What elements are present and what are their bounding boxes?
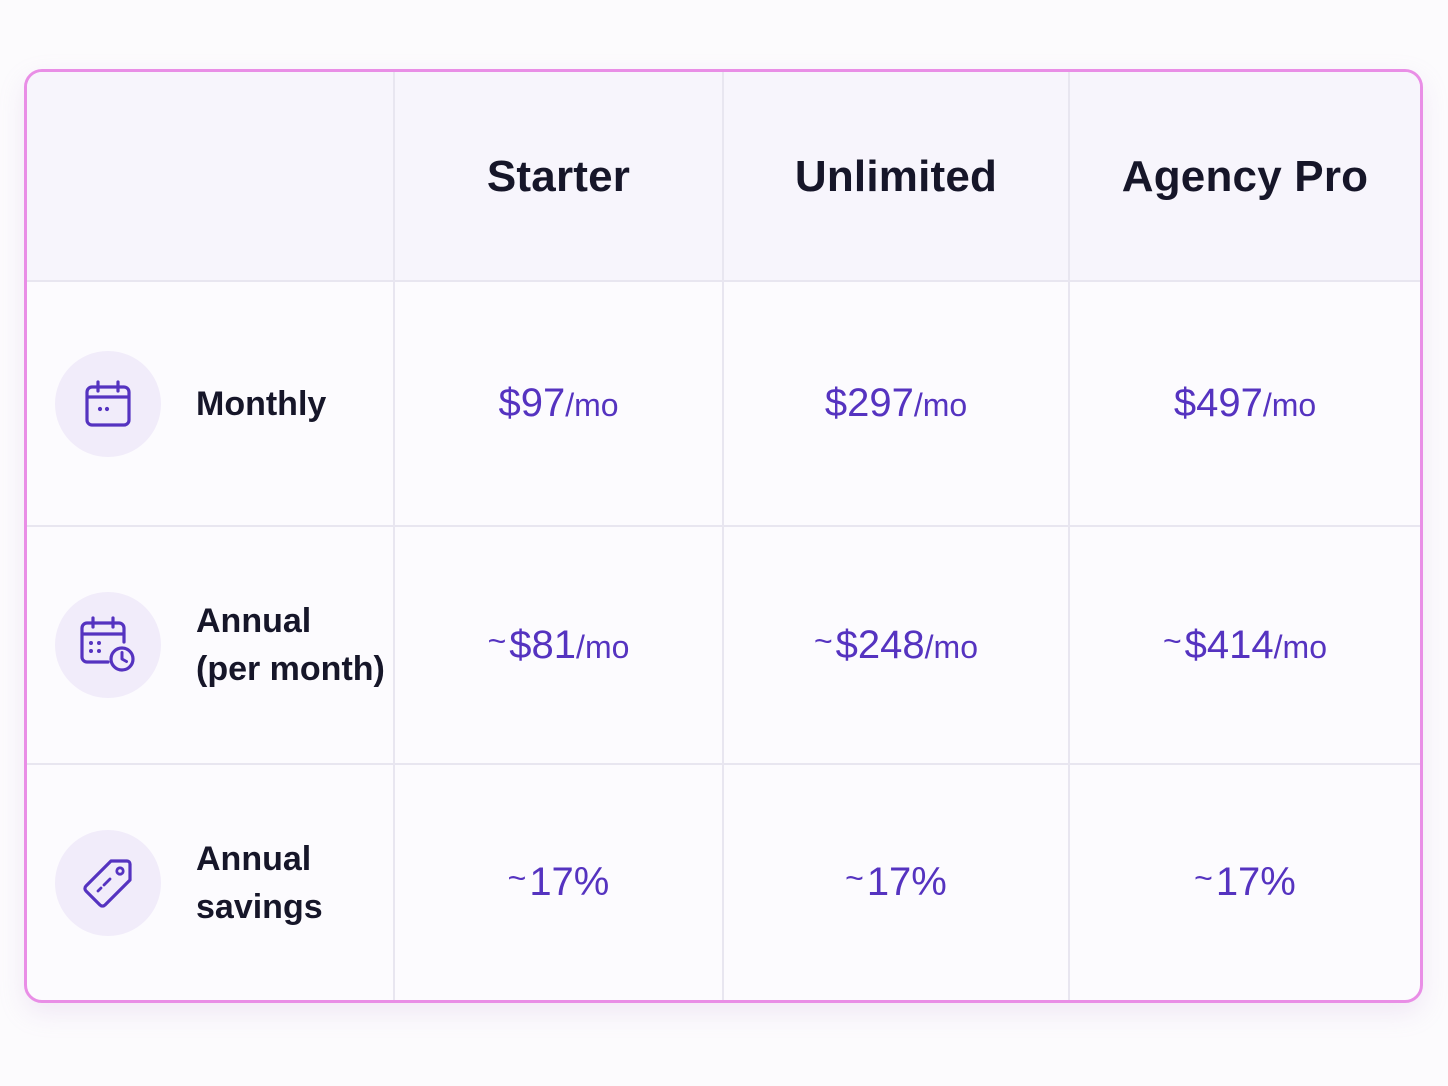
price-amount: $248 [835,622,925,667]
savings-value: ~17% [1194,860,1296,905]
savings-cell-unlimited: ~17% [724,765,1070,1000]
row-label-line: (per month) [196,650,385,688]
row-label-text: Annual savings [196,835,323,931]
price-unit: /mo [913,387,968,423]
approx-prefix: ~ [813,622,833,659]
price-unit: /mo [1273,628,1327,665]
row-label-text: Monthly [196,380,326,428]
row-label-line: Monthly [196,384,327,423]
price-value: ~$81/mo [488,623,630,668]
savings-cell-starter: ~17% [395,765,724,1000]
price-amount: $497 [1173,381,1263,425]
price-value: ~$248/mo [814,623,978,668]
savings-percent: 17% [529,860,610,904]
price-amount: $81 [509,622,577,667]
price-amount: $297 [824,381,914,425]
row-label-line: Annual [196,602,312,640]
savings-value: ~17% [845,860,947,905]
price-cell-unlimited-monthly: $297/mo [724,282,1070,527]
price-value: ~$414/mo [1163,623,1327,668]
header-empty-cell [27,72,395,282]
approx-prefix: ~ [845,860,864,896]
row-label-monthly: Monthly [27,282,395,527]
icon-badge [55,829,161,936]
price-tag-icon [83,858,132,908]
savings-cell-agency-pro: ~17% [1070,765,1420,1000]
savings-value: ~17% [508,860,610,905]
plan-header-unlimited: Unlimited [724,72,1070,282]
price-cell-agency-pro-annual: ~$414/mo [1070,527,1420,765]
price-unit: /mo [565,387,619,423]
calendar-icon [85,379,131,427]
price-unit: /mo [576,628,630,665]
row-label-annual-per-month: Annual (per month) [27,527,395,765]
approx-prefix: ~ [1162,622,1182,659]
price-value: $497/mo [1174,381,1316,426]
savings-percent: 17% [1215,860,1296,904]
plan-name: Unlimited [794,152,998,201]
plan-name: Agency Pro [1121,152,1369,201]
row-label-text: Annual (per month) [196,597,385,693]
price-value: $97/mo [498,381,618,426]
price-cell-unlimited-annual: ~$248/mo [724,527,1070,765]
icon-badge [55,592,161,698]
approx-prefix: ~ [507,860,527,896]
plan-header-starter: Starter [395,72,724,282]
price-amount: $97 [498,381,566,425]
savings-percent: 17% [866,860,947,904]
calendar-clock-icon [80,616,135,672]
plan-name: Starter [486,152,631,201]
approx-prefix: ~ [1194,860,1213,896]
approx-prefix: ~ [487,622,507,659]
price-amount: $414 [1184,622,1274,667]
row-label-line: savings [196,887,323,926]
price-cell-agency-pro-monthly: $497/mo [1070,282,1420,527]
price-cell-starter-monthly: $97/mo [395,282,724,527]
pricing-grid: Starter Unlimited Agency Pro Monthly [27,72,1420,1000]
price-value: $297/mo [825,381,967,426]
row-label-annual-savings: Annual savings [27,765,395,1000]
icon-badge [55,350,161,457]
pricing-comparison-table: Starter Unlimited Agency Pro Monthly [24,69,1423,1003]
plan-header-agency-pro: Agency Pro [1070,72,1420,282]
price-unit: /mo [1262,387,1317,423]
price-cell-starter-annual: ~$81/mo [395,527,724,765]
row-label-line: Annual [196,839,312,878]
price-unit: /mo [924,628,978,665]
